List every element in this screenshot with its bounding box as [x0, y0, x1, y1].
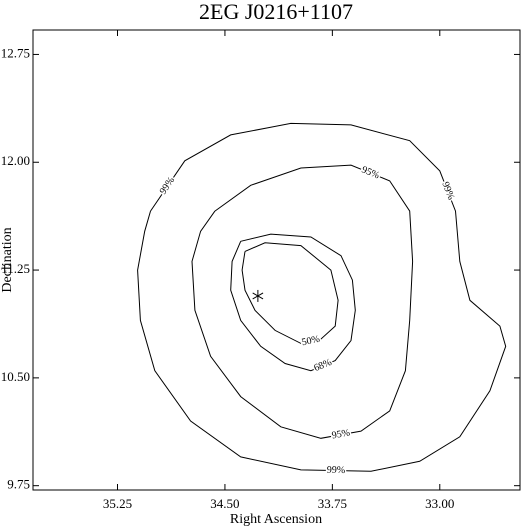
- contour-line: [191, 164, 414, 439]
- y-tick-label: 9.75: [7, 477, 30, 492]
- contour-line: [241, 242, 339, 344]
- contour-line: [230, 233, 356, 372]
- contour-label: 50%: [301, 334, 321, 349]
- contour-label: 99%: [439, 180, 456, 201]
- x-tick-label: 35.25: [103, 496, 132, 511]
- chart-title: 2EG J0216+1107: [199, 0, 353, 24]
- y-tick-label: 10.50: [1, 369, 30, 384]
- y-tick-label: 12.00: [1, 153, 30, 168]
- contour-label: 95%: [360, 164, 381, 181]
- contour-label: 99%: [158, 175, 177, 196]
- x-axis-label: Right Ascension: [230, 512, 322, 527]
- contour-line: [137, 122, 507, 472]
- source-marker: [252, 289, 264, 302]
- x-tick-label: 33.00: [425, 496, 454, 511]
- contour-label: 99%: [327, 465, 346, 476]
- y-tick-label: 11.25: [1, 261, 30, 276]
- x-tick-label: 34.50: [210, 496, 239, 511]
- contour-label: 68%: [312, 357, 333, 374]
- marker-stroke: [252, 292, 264, 300]
- y-axis-label: Declination: [0, 227, 15, 292]
- plot-frame: [32, 29, 521, 491]
- contour-label: 95%: [331, 427, 351, 441]
- y-tick-label: 12.75: [1, 45, 30, 60]
- x-tick-label: 33.75: [318, 496, 347, 511]
